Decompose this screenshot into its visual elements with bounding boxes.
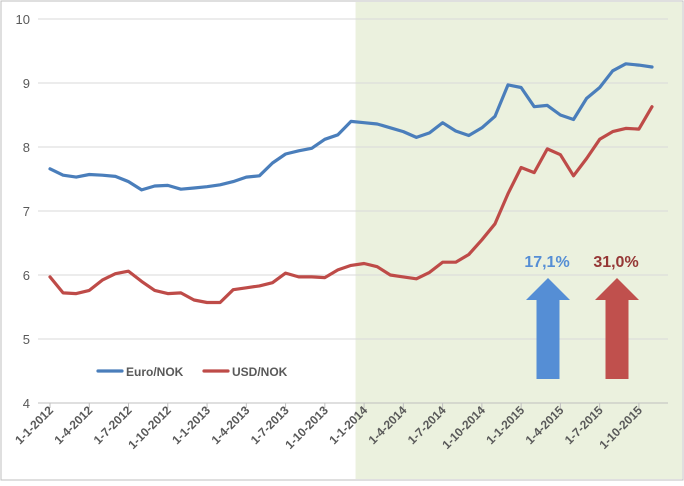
annotations: 17,1% 31,0%	[524, 254, 639, 379]
y-tick-label: 9	[23, 76, 30, 91]
legend: Euro/NOK USD/NOK	[96, 365, 288, 379]
legend-label: Euro/NOK	[126, 365, 184, 379]
usd-nok-line	[48, 105, 654, 305]
y-tick-label: 5	[23, 332, 30, 347]
y-tick-label: 4	[23, 396, 30, 411]
y-tick-label: 7	[23, 204, 30, 219]
series-lines	[48, 62, 654, 305]
highlight-region	[355, 2, 682, 479]
up-arrow-icon	[526, 278, 570, 379]
gridlines	[38, 18, 668, 404]
growth-label: 17,1%	[524, 254, 569, 271]
growth-label: 31,0%	[593, 254, 638, 271]
legend-label: USD/NOK	[232, 365, 288, 379]
y-tick-label: 8	[23, 140, 30, 155]
y-tick-label: 10	[16, 12, 30, 27]
euro-nok-line	[48, 62, 654, 192]
up-arrow-icon	[595, 278, 639, 379]
y-tick-label: 6	[23, 268, 30, 283]
